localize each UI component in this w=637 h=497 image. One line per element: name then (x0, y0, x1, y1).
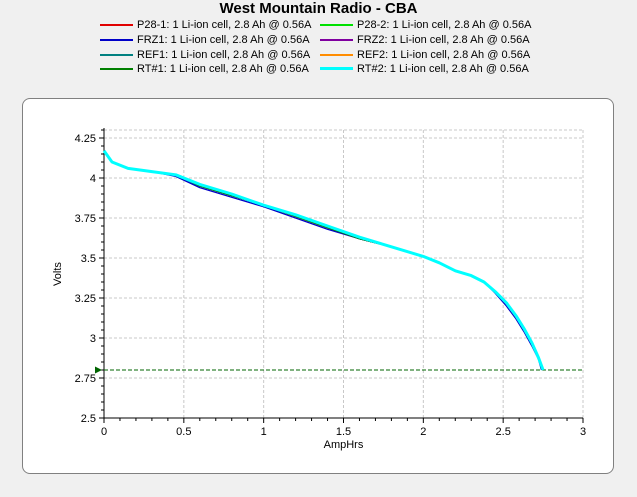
x-tick-label: 1.5 (336, 426, 351, 438)
legend-swatch (100, 68, 133, 70)
y-axis-title: Volts (52, 262, 64, 286)
legend-label: REF2: 1 Li-ion cell, 2.8 Ah @ 0.56A (357, 49, 531, 61)
legend-label: P28-2: 1 Li-ion cell, 2.8 Ah @ 0.56A (357, 19, 532, 31)
series-line (103, 150, 543, 371)
chart-plot: 2.5 2.75 3 3.25 3.5 3.75 4 4.25 0 0.5 1 1.5 2 2.5 3 Amp… (52, 128, 586, 451)
series-line (103, 150, 544, 371)
y-tick-label: 2.5 (81, 413, 96, 425)
legend-swatch (320, 24, 353, 26)
y-tick-label: 3.75 (75, 213, 96, 225)
series-line (103, 150, 544, 371)
x-tick-label: 0 (101, 426, 107, 438)
legend-swatch (320, 54, 353, 56)
y-tick-label: 4 (90, 173, 96, 185)
x-tick-label: 0.5 (176, 426, 191, 438)
legend-label: REF1: 1 Li-ion cell, 2.8 Ah @ 0.56A (137, 49, 311, 61)
x-tick-label: 2 (420, 426, 426, 438)
chart-title: West Mountain Radio - CBA (219, 0, 418, 17)
legend-swatch (320, 39, 353, 41)
legend-swatch (100, 54, 133, 56)
legend-swatch (320, 67, 353, 70)
x-axis-title: AmpHrs (324, 439, 364, 451)
series-line (102, 149, 545, 371)
y-tick-label: 4.25 (75, 133, 96, 145)
y-tick-label: 2.75 (75, 373, 96, 385)
legend-label: RT#1: 1 Li-ion cell, 2.8 Ah @ 0.56A (137, 63, 309, 75)
series-line (103, 150, 544, 371)
legend-swatch (100, 39, 133, 41)
cutoff-marker (95, 366, 102, 374)
y-tick-label: 3 (90, 333, 96, 345)
legend-label: FRZ1: 1 Li-ion cell, 2.8 Ah @ 0.56A (137, 34, 310, 46)
legend-label: P28-1: 1 Li-ion cell, 2.8 Ah @ 0.56A (137, 19, 312, 31)
series-line (103, 150, 544, 371)
y-tick-label: 3.5 (81, 253, 96, 265)
series-line (103, 150, 544, 371)
series-line (103, 150, 544, 371)
legend-label: RT#2: 1 Li-ion cell, 2.8 Ah @ 0.56A (357, 63, 529, 75)
y-tick-label: 3.25 (75, 293, 96, 305)
legend-label: FRZ2: 1 Li-ion cell, 2.8 Ah @ 0.56A (357, 34, 530, 46)
x-tick-label: 1 (261, 426, 267, 438)
legend-swatch (100, 24, 133, 26)
x-tick-label: 2.5 (496, 426, 511, 438)
x-tick-label: 3 (580, 426, 586, 438)
plot-frame: 2.5 2.75 3 3.25 3.5 3.75 4 4.25 0 0.5 1 1.5 2 2.5 3 Amp… (22, 98, 614, 474)
